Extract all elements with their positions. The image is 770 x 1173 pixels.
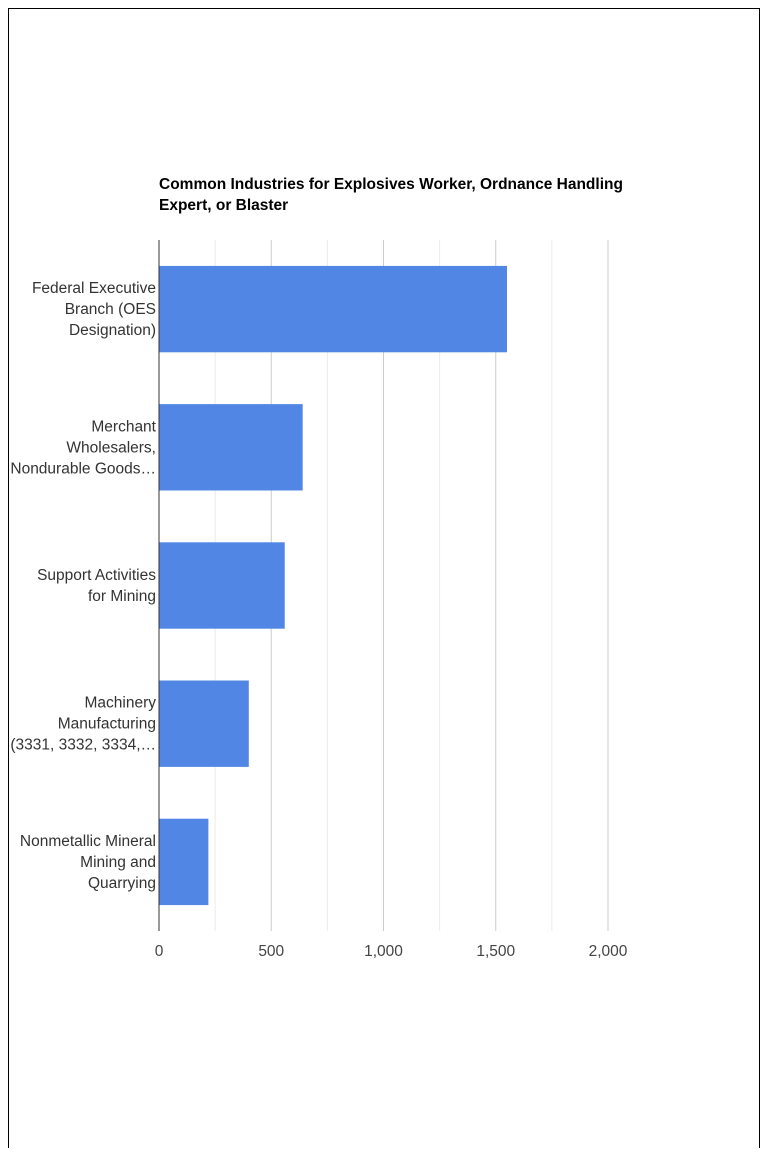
- category-label-line: (3331, 3332, 3334,…: [10, 737, 156, 754]
- category-label-line: Machinery: [85, 695, 157, 712]
- category-label: Machinery Manufacturing (3331, 3332, 3334,…: [10, 695, 156, 754]
- bar: [159, 404, 303, 491]
- chart-title-line-1: Common Industries for Explosives Worker,…: [159, 176, 623, 193]
- bar: [159, 818, 209, 906]
- x-tick-label: 1,000: [364, 943, 403, 960]
- category-label-line: Federal Executive: [32, 280, 156, 297]
- category-label-line: for Mining: [88, 588, 156, 605]
- x-tick-label: 2,000: [589, 943, 628, 960]
- x-tick-label: 0: [155, 943, 164, 960]
- x-tick-label: 500: [258, 943, 284, 960]
- bar: [159, 680, 249, 767]
- category-label: Nonmetallic Mineral Mining and Quarrying: [20, 833, 156, 892]
- bar: [159, 542, 285, 629]
- category-label-line: Nondurable Goods…: [10, 460, 156, 477]
- chart-title: Common Industries for Explosives Worker,…: [159, 174, 629, 216]
- category-label-line: Quarrying: [88, 875, 156, 892]
- category-label-line: Branch (OES: [65, 301, 156, 318]
- chart-frame: [8, 8, 760, 1148]
- category-label-line: Nonmetallic Mineral: [20, 833, 156, 850]
- chart-title-line-2: Expert, or Blaster: [159, 197, 289, 214]
- category-label-line: Wholesalers,: [66, 439, 156, 456]
- category-label-line: Merchant: [91, 418, 156, 435]
- x-tick-label: 1,500: [476, 943, 515, 960]
- category-label-line: Manufacturing: [58, 716, 156, 733]
- category-label-line: Support Activities: [37, 567, 156, 584]
- category-label: Support Activities for Mining: [37, 567, 156, 605]
- category-label: Federal Executive Branch (OES Designation): [32, 280, 156, 339]
- category-label-line: Mining and: [80, 854, 156, 871]
- category-label-line: Designation): [69, 322, 156, 339]
- bar: [159, 265, 507, 353]
- category-label: Merchant Wholesalers, Nondurable Goods…: [10, 418, 156, 477]
